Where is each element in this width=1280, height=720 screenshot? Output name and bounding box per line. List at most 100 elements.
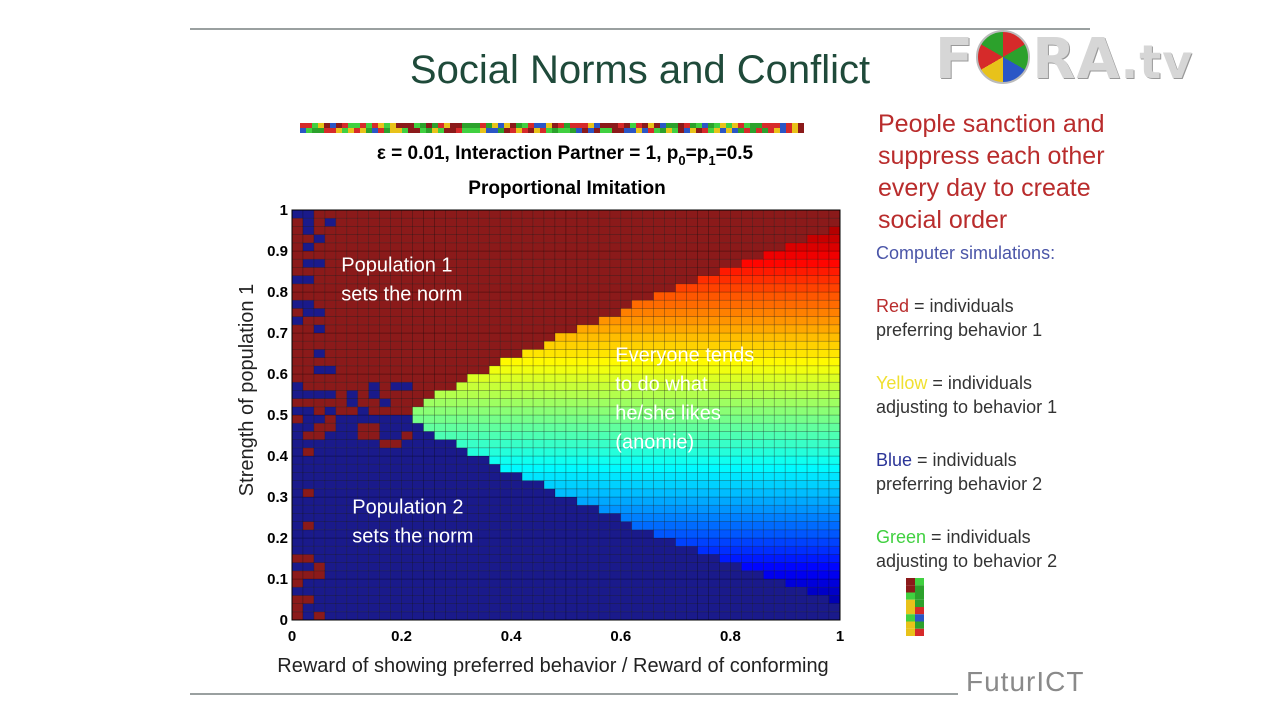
heatmap-cell — [324, 250, 337, 260]
heatmap-cell — [521, 611, 534, 621]
heatmap-cell — [467, 217, 479, 227]
heatmap-cell — [631, 308, 644, 317]
strip-cell — [798, 128, 804, 133]
heatmap-cell — [456, 373, 468, 383]
heatmap-cell — [675, 603, 687, 613]
heatmap-cell — [631, 324, 644, 334]
heatmap-cell — [554, 504, 567, 514]
heatmap-cell — [741, 496, 753, 506]
heatmap-cell — [719, 562, 731, 572]
heatmap-cell — [576, 283, 589, 293]
heatmap-cell — [554, 324, 567, 334]
heatmap-cell — [302, 472, 315, 481]
heatmap-cell — [324, 521, 337, 531]
heatmap-cell — [510, 439, 523, 449]
heatmap-cell — [434, 234, 446, 244]
heatmap-cell — [554, 431, 567, 440]
heatmap-cell — [598, 308, 611, 317]
heatmap-cell — [653, 595, 665, 604]
heatmap-cell — [817, 545, 830, 555]
heatmap-cell — [324, 226, 337, 235]
heatmap-cell — [719, 595, 731, 604]
heatmap-cell — [828, 463, 841, 473]
heatmap-cell — [828, 234, 841, 244]
mini-strip-cell — [906, 614, 915, 622]
heatmap-cell — [609, 250, 622, 260]
heatmap-cell — [543, 455, 556, 465]
heatmap-cell — [730, 291, 742, 301]
heatmap-cell — [719, 472, 731, 481]
strip-cell — [654, 128, 660, 133]
heatmap-cell — [719, 242, 731, 252]
heatmap-cell — [686, 529, 698, 539]
heatmap-cell — [532, 209, 545, 219]
legend-green-text: = individuals adjusting to behavior 2 — [876, 527, 1058, 571]
heatmap-cell — [773, 349, 786, 358]
heatmap-cell — [467, 586, 479, 596]
heatmap-cell — [631, 603, 644, 613]
strip-cell — [726, 128, 732, 133]
heatmap-cell — [806, 398, 819, 408]
heatmap-cell — [587, 545, 600, 555]
heatmap-cell — [488, 545, 501, 555]
heatmap-cell — [379, 226, 391, 235]
heatmap-cell — [828, 390, 841, 399]
heatmap-cell — [554, 537, 567, 547]
y-tick-label: 0.5 — [267, 407, 288, 424]
heatmap-cell — [686, 291, 698, 301]
heatmap-cell — [587, 488, 600, 498]
heatmap-cell — [478, 250, 490, 260]
heatmap-cell — [697, 537, 709, 547]
heatmap-cell — [554, 529, 567, 539]
heatmap-cell — [762, 545, 775, 555]
heatmap-cell — [598, 472, 611, 481]
heatmap-cell — [532, 488, 545, 498]
heatmap-cell — [379, 472, 391, 481]
heatmap-cell — [642, 250, 654, 260]
heatmap-cell — [752, 431, 764, 440]
heatmap-cell — [762, 349, 775, 358]
heatmap-cell — [379, 324, 391, 334]
heatmap-cell — [576, 586, 589, 596]
heatmap-cell — [730, 422, 742, 432]
heatmap-cell — [543, 504, 556, 514]
strip-cell — [372, 123, 378, 128]
strip-cell — [738, 123, 744, 128]
heatmap-cell — [664, 545, 676, 555]
heatmap-cell — [291, 209, 304, 219]
heatmap-cell — [478, 578, 490, 588]
heatmap-cell — [686, 275, 698, 285]
heatmap-cell — [291, 234, 304, 244]
heatmap-cell — [741, 513, 753, 522]
heatmap-cell — [532, 447, 545, 457]
heatmap-cell — [576, 562, 589, 572]
heatmap-cell — [401, 611, 413, 621]
heatmap-cell — [609, 291, 622, 301]
heatmap-cell — [565, 439, 578, 449]
strip-cell — [354, 123, 360, 128]
heatmap-cell — [456, 554, 468, 563]
heatmap-cell — [346, 324, 359, 334]
heatmap-cell — [631, 521, 644, 531]
heatmap-cell — [642, 578, 654, 588]
heatmap-cell — [806, 349, 819, 358]
heatmap-cell — [554, 570, 567, 580]
heatmap-cell — [828, 529, 841, 539]
heatmap-cell — [762, 398, 775, 408]
strip-cell — [504, 128, 510, 133]
heatmap-cell — [620, 267, 633, 276]
heatmap-cell — [543, 529, 556, 539]
heatmap-cell — [412, 349, 424, 358]
heatmap-cell — [346, 217, 359, 227]
heatmap-cell — [488, 398, 501, 408]
heatmap-cell — [478, 431, 490, 440]
heatmap-cell — [631, 611, 644, 621]
strip-cell — [744, 123, 750, 128]
strip-cell — [402, 123, 408, 128]
heatmap-cell — [806, 570, 819, 580]
logo-letters-ra: RA — [1032, 27, 1121, 92]
heatmap-cell — [478, 324, 490, 334]
heatmap-cell — [795, 381, 808, 391]
heatmap-cell — [313, 283, 326, 293]
heatmap-cell — [456, 209, 468, 219]
